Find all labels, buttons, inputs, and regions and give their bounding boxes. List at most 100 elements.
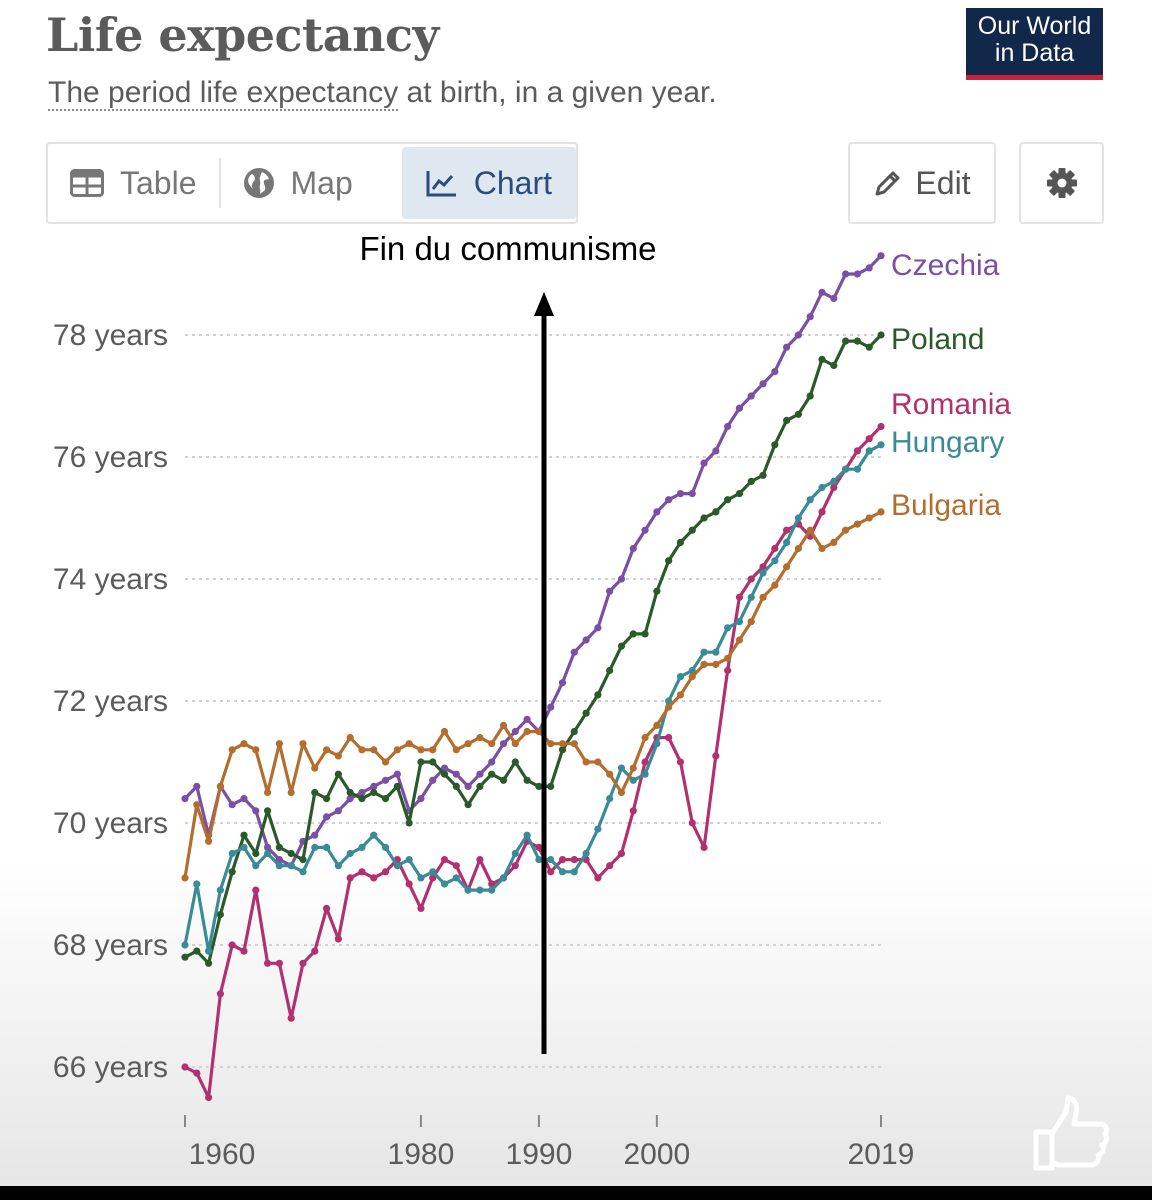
data-point [204, 959, 213, 967]
data-point [641, 770, 649, 778]
data-point [464, 801, 472, 809]
data-point [204, 947, 213, 955]
data-point [676, 691, 685, 699]
data-point [747, 477, 755, 485]
data-point [252, 746, 260, 754]
data-point [181, 1063, 189, 1071]
data-point [783, 343, 791, 351]
data-point [381, 795, 390, 803]
data-point [830, 483, 838, 492]
data-point [228, 849, 236, 858]
data-point [381, 776, 390, 784]
x-tick-label: 1990 [506, 1138, 573, 1171]
series-line [184, 425, 883, 1100]
data-point [830, 538, 838, 547]
data-point [346, 795, 354, 803]
edit-label: Edit [915, 164, 971, 201]
tab-chart[interactable]: Chart [401, 147, 576, 219]
tab-table[interactable]: Table [48, 144, 219, 222]
thumbs-up-icon[interactable] [1030, 1092, 1112, 1174]
data-point [865, 343, 873, 351]
data-point [806, 313, 814, 321]
data-point [594, 825, 602, 833]
data-point [370, 831, 378, 839]
pencil-icon [875, 171, 900, 196]
data-point [429, 868, 437, 876]
data-point [747, 392, 755, 400]
data-point [405, 880, 413, 888]
data-point [440, 727, 449, 736]
data-point [393, 770, 401, 778]
data-point [535, 727, 543, 736]
data-point [842, 270, 850, 278]
data-point [712, 508, 720, 516]
annotation-arrow [534, 292, 554, 1054]
tab-table-label: Table [120, 164, 197, 201]
subtitle-link[interactable]: The period life expectancy [48, 76, 399, 111]
data-point [535, 843, 543, 852]
data-point [334, 862, 342, 870]
data-point [783, 526, 791, 534]
data-point [877, 331, 885, 339]
data-point [653, 587, 661, 595]
tab-map[interactable]: Map [221, 144, 375, 222]
x-tick-label: 1960 [189, 1138, 256, 1171]
data-point [417, 874, 425, 882]
data-point [381, 868, 390, 876]
tab-map-label: Map [290, 164, 353, 201]
data-point [641, 758, 649, 766]
data-point [818, 508, 826, 516]
data-point [193, 782, 201, 791]
data-point [370, 788, 378, 797]
data-point [511, 849, 519, 858]
data-point [570, 648, 578, 656]
data-point [322, 904, 331, 913]
data-point [747, 618, 755, 626]
data-point [570, 727, 578, 736]
settings-button[interactable] [1019, 142, 1104, 224]
data-point [476, 734, 484, 742]
series-line [183, 510, 882, 879]
data-point [582, 849, 590, 858]
data-point [311, 831, 319, 839]
data-point [735, 404, 744, 412]
data-point [523, 715, 531, 723]
data-point [759, 471, 767, 479]
data-point [865, 435, 873, 443]
data-point [287, 788, 295, 797]
data-point [570, 868, 578, 876]
data-point [346, 874, 354, 882]
data-point [771, 557, 779, 565]
data-point [842, 337, 850, 345]
data-point [287, 849, 295, 858]
owid-logo[interactable]: Our World in Data [966, 8, 1103, 80]
data-point [794, 410, 803, 418]
data-point [783, 416, 791, 424]
data-point [370, 782, 378, 791]
data-point [228, 801, 236, 809]
data-point [700, 660, 708, 669]
data-point [511, 758, 519, 766]
data-point [228, 868, 236, 876]
data-point [499, 874, 508, 882]
y-tick-label: 70 years [53, 807, 168, 840]
data-point [759, 563, 767, 571]
data-point [594, 758, 602, 766]
series-label: Poland [891, 323, 984, 356]
data-point [322, 843, 331, 852]
data-point [558, 868, 567, 876]
data-point [653, 721, 661, 730]
data-point [700, 514, 708, 522]
data-point [275, 740, 283, 748]
chart-subtitle: The period life expectancy at birth, in … [48, 76, 717, 111]
data-point [464, 782, 472, 791]
data-point [818, 288, 826, 296]
data-point [252, 807, 260, 815]
data-point [193, 947, 201, 955]
data-point [263, 807, 272, 815]
data-point [853, 447, 862, 455]
data-point [712, 447, 720, 455]
data-point [558, 856, 567, 864]
data-point [570, 740, 578, 748]
edit-button[interactable]: Edit [848, 142, 996, 224]
